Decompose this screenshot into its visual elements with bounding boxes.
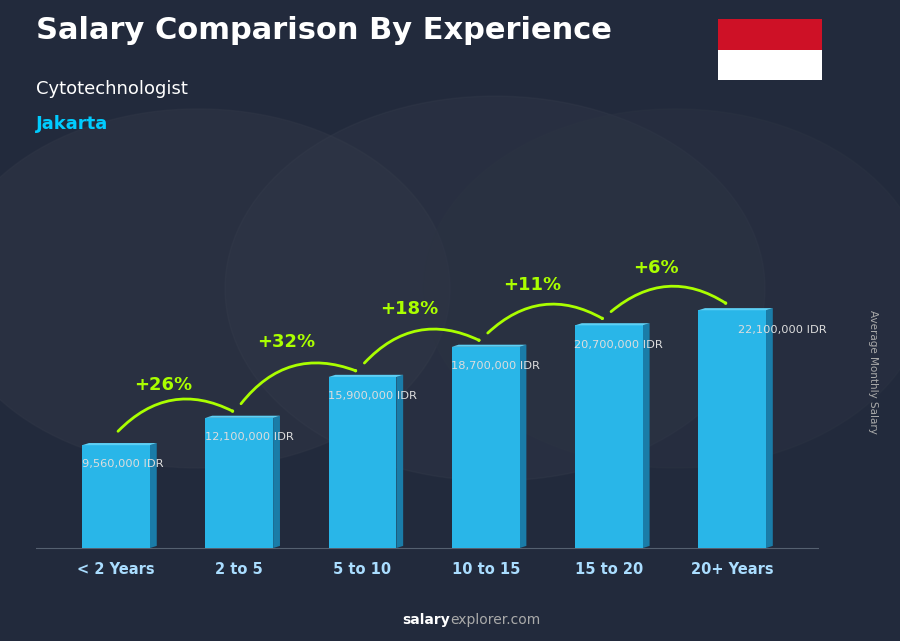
Text: salary: salary: [402, 613, 450, 627]
Text: +32%: +32%: [257, 333, 315, 351]
Text: +18%: +18%: [380, 300, 438, 319]
Text: Average Monthly Salary: Average Monthly Salary: [868, 310, 878, 434]
FancyArrowPatch shape: [118, 399, 233, 431]
FancyArrowPatch shape: [364, 329, 479, 363]
Circle shape: [0, 109, 450, 468]
Text: 12,100,000 IDR: 12,100,000 IDR: [205, 432, 293, 442]
Polygon shape: [82, 443, 157, 445]
Text: Cytotechnologist: Cytotechnologist: [36, 80, 188, 98]
FancyArrowPatch shape: [241, 363, 356, 404]
Polygon shape: [82, 445, 150, 548]
Text: 9,560,000 IDR: 9,560,000 IDR: [82, 460, 163, 469]
FancyArrowPatch shape: [488, 304, 602, 333]
Bar: [718, 19, 822, 50]
Text: +11%: +11%: [503, 276, 562, 294]
Text: +26%: +26%: [134, 376, 192, 394]
Polygon shape: [698, 308, 773, 310]
Text: 22,100,000 IDR: 22,100,000 IDR: [738, 324, 827, 335]
Text: explorer.com: explorer.com: [450, 613, 540, 627]
Circle shape: [225, 96, 765, 481]
Polygon shape: [766, 308, 773, 548]
Polygon shape: [575, 326, 643, 548]
Text: +6%: +6%: [633, 259, 679, 277]
Polygon shape: [452, 347, 519, 548]
Circle shape: [423, 109, 900, 468]
Polygon shape: [150, 443, 157, 548]
Polygon shape: [274, 416, 280, 548]
FancyArrowPatch shape: [611, 286, 725, 312]
Polygon shape: [328, 375, 403, 377]
Polygon shape: [452, 345, 526, 347]
Polygon shape: [205, 418, 274, 548]
Text: Salary Comparison By Experience: Salary Comparison By Experience: [36, 16, 612, 45]
Text: 20,700,000 IDR: 20,700,000 IDR: [574, 340, 663, 349]
Text: 18,700,000 IDR: 18,700,000 IDR: [451, 361, 540, 371]
Text: Jakarta: Jakarta: [36, 115, 108, 133]
Polygon shape: [575, 323, 650, 326]
Polygon shape: [396, 375, 403, 548]
Polygon shape: [328, 377, 396, 548]
Polygon shape: [519, 345, 526, 548]
Polygon shape: [205, 416, 280, 418]
Polygon shape: [643, 323, 650, 548]
Bar: [718, 50, 822, 80]
Polygon shape: [698, 310, 766, 548]
Text: 15,900,000 IDR: 15,900,000 IDR: [328, 391, 417, 401]
